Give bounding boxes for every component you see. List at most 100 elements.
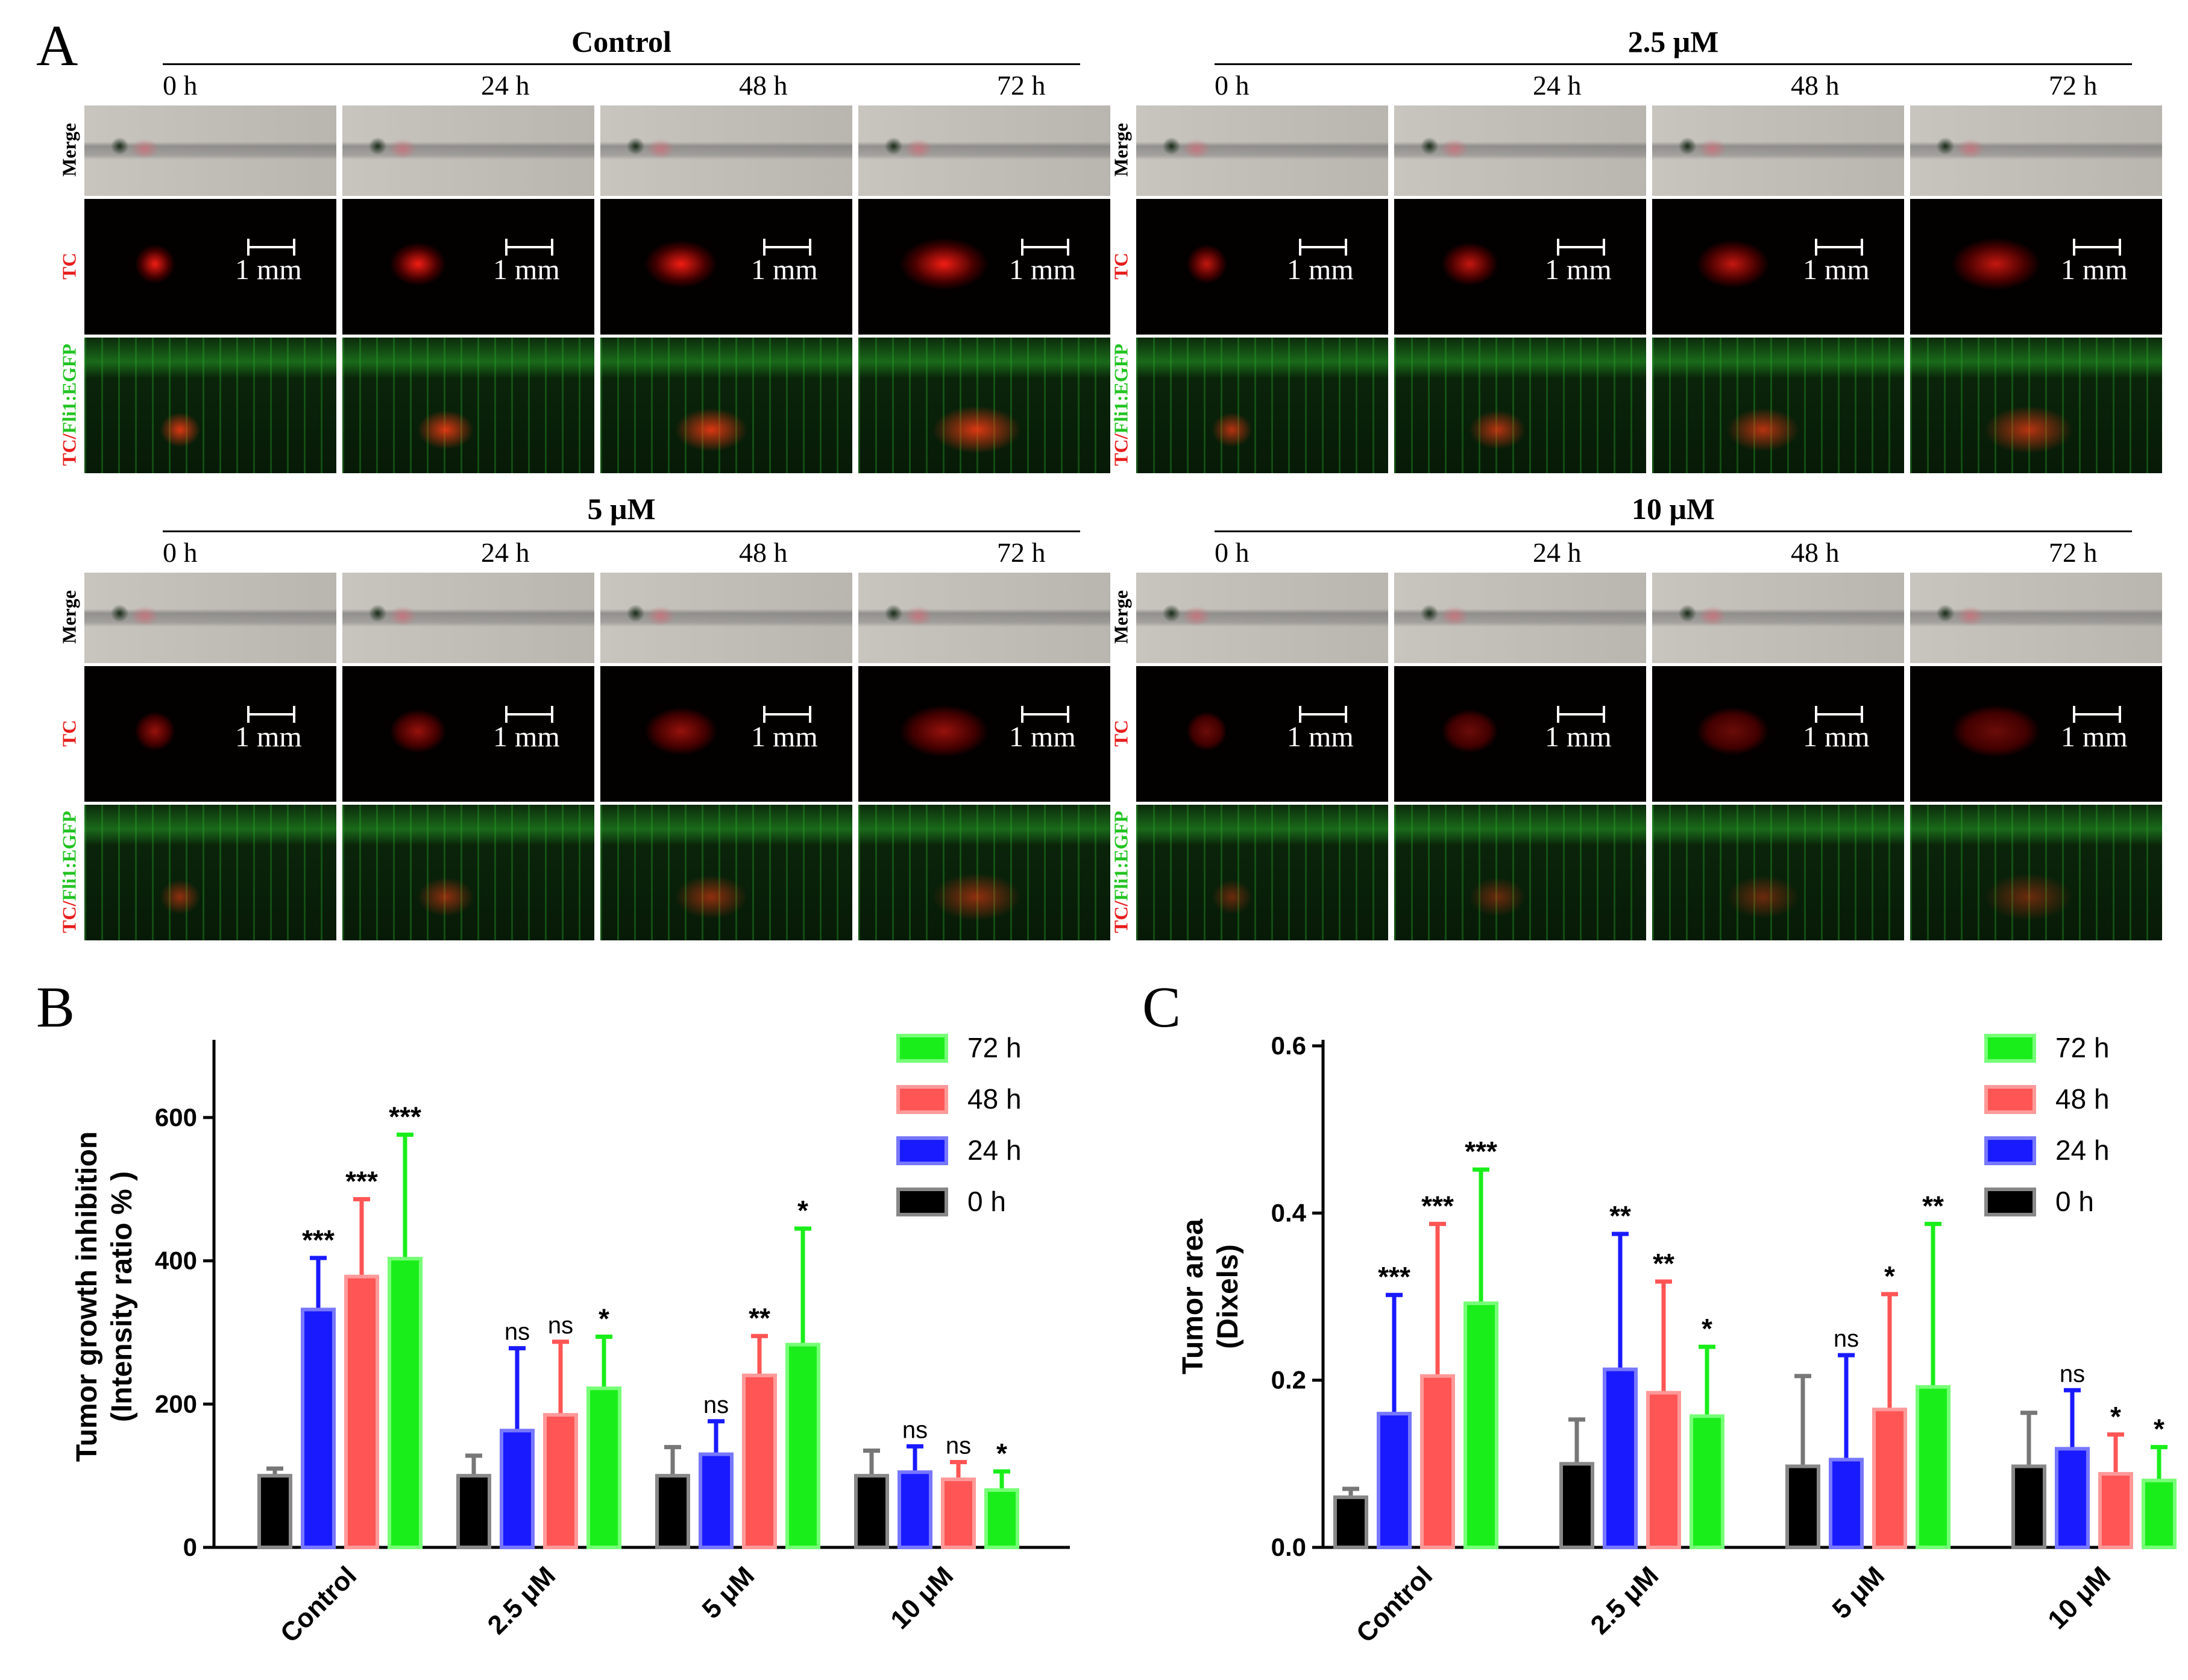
y-tick-label: 0.4 [1271,1198,1307,1227]
legend-swatch [896,1136,948,1165]
significance-marker: * [2110,1401,2121,1432]
bar-0h [456,1474,491,1550]
scale-bar-label: 1 mm [2061,254,2128,286]
merge-image [342,573,594,663]
merge-image [84,105,336,196]
bar-24h [1603,1367,1638,1549]
scale-bar-label: 1 mm [1803,721,1870,753]
bar-48h [1646,1391,1681,1549]
significance-marker: ns [505,1319,530,1345]
category-label: 5 μM [1827,1561,1891,1625]
scale-bar-line [505,239,553,256]
y-axis-title-line1: Tumor growth inhibition [71,1131,103,1462]
scale-bar: 1 mm [235,239,325,300]
timepoint-label: 0 h [1215,537,1250,568]
fli1-egfp-overlay-image [600,338,852,473]
row-label-tc: TC [58,252,80,280]
tc-fluorescence-image [1394,199,1646,335]
scale-bar-line [1815,239,1863,256]
row-label-merge: Merge [1110,590,1132,644]
legend-label: 72 h [2055,1032,2110,1063]
tc-fluorescence-image [342,199,594,335]
merge-image [1394,573,1646,663]
merge-image [858,105,1110,196]
tc-fluorescence-image [1910,199,2162,335]
significance-marker: ns [1834,1326,1859,1352]
scale-bar-line [1299,239,1347,256]
bar-72h [1463,1301,1498,1549]
bar-24h [699,1452,734,1549]
scale-bar-label: 1 mm [493,254,560,286]
merge-image [600,573,852,663]
fli1-egfp-overlay-image [858,805,1110,940]
fli1-egfp-overlay-image [1652,805,1904,940]
significance-marker: ** [1922,1190,1944,1221]
row-label-tc-fli1: TC/Fli1:EGFP [58,796,81,947]
scale-bar-line [1021,239,1069,256]
scale-bar-label: 1 mm [751,254,818,286]
scale-bar: 1 mm [1287,706,1377,767]
tc-fluorescence-image [342,666,594,802]
significance-marker: * [1884,1260,1895,1292]
bar-0h [2011,1464,2046,1550]
legend-swatch [1984,1085,2036,1114]
legend-swatch [1984,1136,2036,1165]
tc-fluorescence-image [858,666,1110,802]
timepoint-label: 0 h [163,537,198,568]
row-label-tc-part: TC/ [58,433,80,466]
significance-marker: *** [389,1101,421,1132]
row-label-egfp-part: Fli1:EGFP [58,810,80,901]
panel-letter-b: B [36,975,75,1039]
timepoint-label: 24 h [1533,537,1582,568]
fli1-egfp-overlay-image [1136,805,1388,940]
group-divider [1215,63,2132,65]
timepoint-label: 24 h [481,537,530,568]
category-label: 10 μM [885,1561,959,1635]
scale-bar: 1 mm [1803,706,1893,767]
bar-72h [1690,1414,1724,1549]
group-title: Control [571,25,671,58]
significance-marker: *** [1378,1261,1410,1292]
merge-image [342,105,594,196]
tc-fluorescence-image [84,666,336,802]
scale-bar-label: 1 mm [493,721,560,753]
scale-bar-label: 1 mm [1803,254,1870,286]
legend-label: 48 h [967,1083,1022,1115]
fli1-egfp-overlay-image [1910,805,2162,940]
row-label-tc-part: TC/ [1110,900,1132,933]
row-label-tc: TC [1110,719,1132,747]
merge-image [1394,105,1646,196]
scale-bar: 1 mm [235,706,325,767]
scale-bar-line [247,239,295,256]
group-divider [163,530,1080,532]
significance-marker: ns [946,1433,971,1459]
category-label: 2.5 μM [482,1561,561,1640]
bar-24h [2055,1447,2090,1550]
bar-72h [2142,1479,2177,1549]
bar-24h [500,1429,535,1550]
scale-bar: 1 mm [493,706,583,767]
bar-48h [1872,1408,1907,1550]
timepoint-label: 48 h [1791,537,1840,568]
tc-fluorescence-image [600,199,852,335]
tc-fluorescence-image [600,666,852,802]
scale-bar-line [505,706,553,723]
scale-bar-line [763,239,811,256]
row-label-merge: Merge [58,123,80,177]
timepoint-label: 0 h [1215,70,1250,101]
bar-72h [785,1342,820,1549]
row-label-egfp-part: Fli1:EGFP [58,343,80,433]
tc-fluorescence-image [858,199,1110,335]
scale-bar: 1 mm [1009,239,1099,300]
merge-image [858,573,1110,663]
panel-letter-c: C [1142,975,1181,1039]
y-tick-label: 0 [183,1533,197,1561]
bar-48h [344,1274,379,1549]
row-label-tc: TC [58,719,80,747]
tc-fluorescence-image [84,199,336,335]
row-label-tc-part: TC/ [58,900,80,933]
significance-marker: * [1702,1313,1712,1344]
scale-bar: 1 mm [1545,239,1635,300]
